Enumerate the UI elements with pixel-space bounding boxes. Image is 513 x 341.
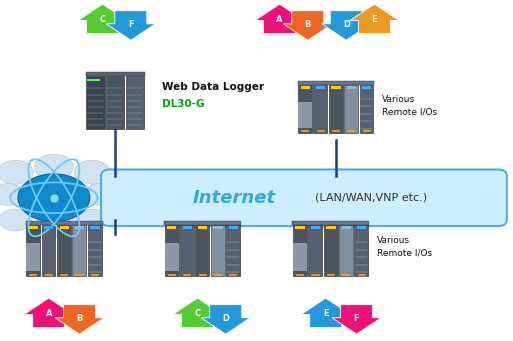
Text: F: F: [128, 20, 133, 29]
Text: Various
Remote I/Os: Various Remote I/Os: [382, 95, 437, 117]
Bar: [324, 225, 338, 276]
Bar: [72, 225, 86, 276]
Bar: [229, 226, 238, 229]
Text: D: D: [222, 314, 229, 323]
Bar: [211, 225, 225, 276]
Circle shape: [84, 183, 116, 205]
Bar: [329, 85, 343, 133]
Bar: [360, 85, 373, 133]
Polygon shape: [322, 11, 371, 40]
Bar: [44, 226, 53, 229]
Text: A: A: [46, 309, 52, 318]
Bar: [298, 85, 312, 133]
Bar: [126, 76, 144, 129]
Bar: [60, 226, 69, 229]
Polygon shape: [255, 4, 304, 34]
Bar: [57, 225, 71, 276]
Bar: [42, 225, 55, 276]
Bar: [311, 226, 320, 229]
Text: B: B: [305, 20, 311, 29]
Polygon shape: [283, 11, 332, 40]
Text: B: B: [76, 314, 83, 323]
Circle shape: [34, 154, 73, 180]
Polygon shape: [24, 298, 73, 328]
Bar: [295, 226, 305, 229]
Bar: [354, 225, 368, 276]
Circle shape: [18, 174, 90, 222]
Circle shape: [36, 213, 71, 237]
Bar: [86, 76, 105, 129]
Circle shape: [0, 160, 33, 184]
Bar: [165, 225, 179, 276]
Text: E: E: [323, 309, 328, 318]
Bar: [29, 226, 38, 229]
Bar: [326, 226, 336, 229]
Bar: [167, 226, 176, 229]
Text: Internet: Internet: [192, 189, 275, 207]
Bar: [293, 225, 307, 276]
FancyBboxPatch shape: [101, 169, 507, 226]
Circle shape: [76, 209, 109, 231]
Bar: [165, 243, 179, 271]
Bar: [331, 86, 341, 89]
Text: (LAN/WAN,VNP etc.): (LAN/WAN,VNP etc.): [308, 193, 427, 203]
Bar: [316, 86, 325, 89]
Bar: [292, 221, 369, 225]
Polygon shape: [78, 4, 127, 34]
Bar: [339, 225, 353, 276]
Text: Web Data Logger: Web Data Logger: [162, 82, 264, 92]
Bar: [313, 85, 327, 133]
Text: DL30-G: DL30-G: [162, 99, 204, 109]
Bar: [164, 221, 241, 225]
Bar: [213, 226, 223, 229]
Bar: [298, 81, 374, 85]
Bar: [357, 226, 366, 229]
Text: E: E: [372, 15, 377, 24]
Circle shape: [0, 183, 24, 205]
Bar: [198, 226, 207, 229]
Text: D: D: [343, 20, 350, 29]
Bar: [26, 243, 40, 271]
Bar: [347, 86, 356, 89]
Bar: [26, 221, 103, 225]
Bar: [344, 85, 358, 133]
Bar: [301, 86, 310, 89]
Text: C: C: [100, 15, 106, 24]
Bar: [298, 102, 312, 128]
Bar: [183, 226, 192, 229]
Bar: [180, 225, 194, 276]
Bar: [86, 72, 145, 76]
Bar: [362, 86, 371, 89]
Polygon shape: [332, 305, 381, 334]
Bar: [75, 226, 84, 229]
Bar: [226, 225, 240, 276]
Circle shape: [74, 160, 110, 184]
Text: Various
Remote I/Os: Various Remote I/Os: [377, 236, 432, 258]
Bar: [293, 243, 307, 271]
Bar: [195, 225, 209, 276]
Polygon shape: [173, 298, 222, 328]
Bar: [26, 225, 40, 276]
Bar: [90, 226, 100, 229]
Circle shape: [0, 209, 32, 231]
Polygon shape: [350, 4, 399, 34]
Polygon shape: [55, 305, 104, 334]
Text: C: C: [194, 309, 201, 318]
Bar: [308, 225, 322, 276]
Polygon shape: [301, 298, 350, 328]
Bar: [106, 76, 124, 129]
Bar: [88, 225, 102, 276]
Polygon shape: [106, 11, 155, 40]
Bar: [342, 226, 351, 229]
Text: A: A: [277, 15, 283, 24]
Text: F: F: [354, 314, 359, 323]
Polygon shape: [201, 305, 250, 334]
